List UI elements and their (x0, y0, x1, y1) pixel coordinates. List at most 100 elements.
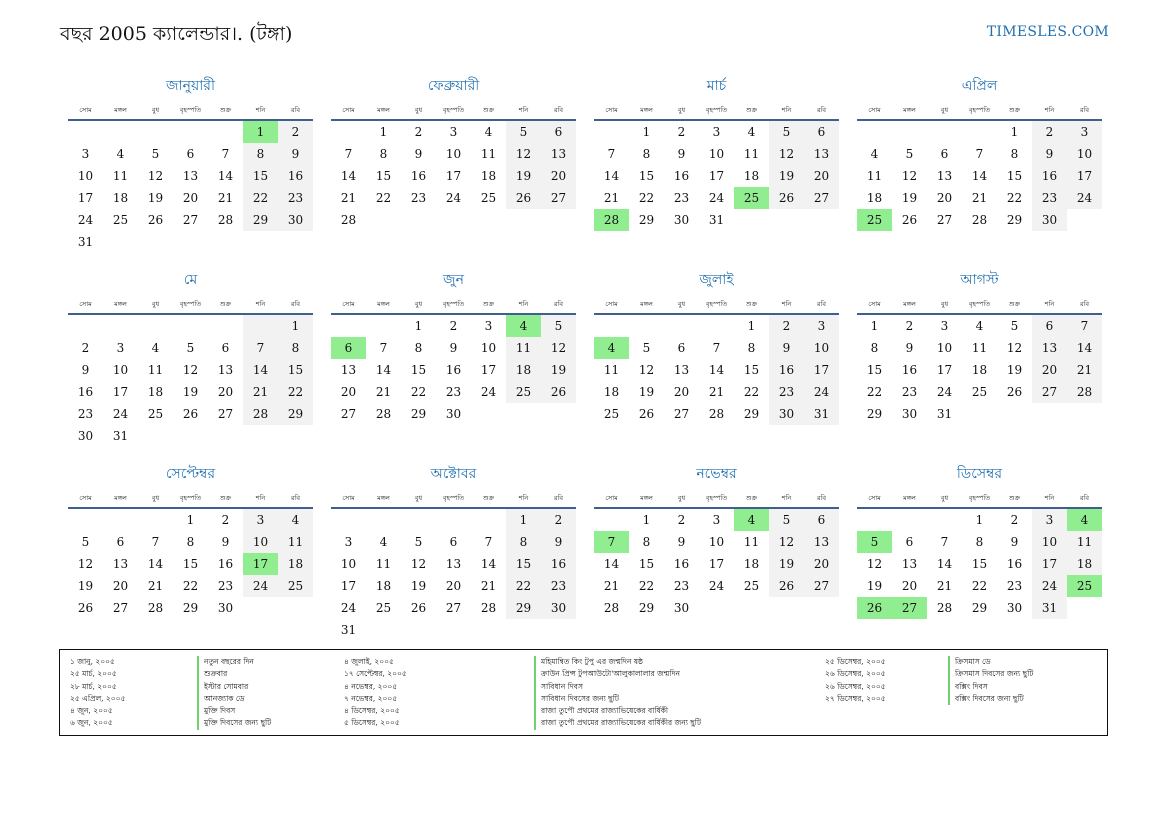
day-cell: 27 (673, 407, 690, 421)
day-cell: 28 (480, 601, 497, 615)
empty-cell (68, 509, 103, 531)
day-cell: 6 (1032, 315, 1067, 337)
empty-cell (138, 121, 173, 143)
day-cell: 12 (1006, 341, 1023, 355)
weekday-label: বৃহস্পতি (179, 300, 202, 308)
day-cell: 24 (1067, 187, 1102, 209)
day-cell: 23 (77, 407, 94, 421)
day-cell: 16 (541, 553, 576, 575)
holiday-name: সাবিধান দিবস (534, 680, 701, 693)
empty-cell (471, 509, 506, 531)
day-cell: 25 (278, 575, 313, 597)
day-cell: 25 (375, 601, 392, 615)
day-cell: 16 (769, 359, 804, 381)
holiday-date: ৪ নভেম্বর, ২০০৫ (344, 681, 398, 691)
weekday-label: শনি (1044, 300, 1055, 308)
days-grid: 1 2 3 4 5 6 7 8 9 10 11 12 13 14 15 16 17 18 19 20 21 22 23 24 2… (331, 121, 576, 231)
day-cell: 23 (901, 385, 918, 399)
weekday-header: সোম মঙ্গল বুধ বৃহস্পতি শুক্র শনি রবি (594, 492, 839, 504)
weekday-label: মঙ্গল (377, 106, 390, 114)
weekday-label: শনি (518, 106, 529, 114)
day-cell: 9 (1010, 535, 1019, 549)
day-cell: 20 (217, 385, 234, 399)
day-cell: 14 (340, 169, 357, 183)
weekday-label: মঙ্গল (903, 300, 916, 308)
site-link[interactable]: TIMESLES.COM (986, 24, 1109, 40)
day-cell: 7 (607, 147, 616, 161)
day-cell: 1 (1010, 125, 1019, 139)
day-cell: 24 (340, 601, 357, 615)
day-cell: 15 (743, 363, 760, 377)
day-cell: 24 (708, 191, 725, 205)
holiday-day-cell: 25 (857, 209, 892, 231)
day-cell: 28 (340, 213, 357, 227)
day-cell: 30 (217, 601, 234, 615)
weekday-label: রবি (1079, 300, 1090, 308)
holiday-date: ২৫ মার্চ, ২০০৫ (70, 669, 117, 679)
holiday-legend: ১ জানু, ২০০৫ ২৫ মার্চ, ২০০৫ ২৮ মার্চ, ২০০৫… (59, 649, 1108, 736)
weekday-label: রবি (290, 494, 301, 502)
day-cell: 20 (804, 165, 839, 187)
weekday-label: বৃহস্পতি (705, 494, 728, 502)
day-cell: 5 (1010, 319, 1019, 333)
day-cell: 19 (147, 191, 164, 205)
day-cell: 26 (901, 213, 918, 227)
weekday-label: বৃহস্পতি (705, 300, 728, 308)
day-cell: 20 (804, 553, 839, 575)
day-cell: 11 (147, 363, 164, 377)
day-cell: 18 (375, 579, 392, 593)
holiday-date: ১ জানু, ২০০৫ (70, 657, 115, 666)
day-cell: 15 (971, 557, 988, 571)
day-cell: 19 (77, 579, 94, 593)
day-cell: 31 (112, 429, 129, 443)
day-cell: 11 (480, 147, 497, 161)
day-cell: 27 (804, 575, 839, 597)
day-cell: 9 (414, 147, 423, 161)
day-cell: 26 (506, 187, 541, 209)
legend-names-mid: মহিমান্বিত কিং টুপু এর জন্মদিন ষষ্ঠ ক্রাউ… (534, 656, 701, 730)
day-cell: 1 (642, 513, 651, 527)
day-cell: 15 (278, 359, 313, 381)
day-cell: 23 (410, 191, 427, 205)
day-cell: 21 (1067, 359, 1102, 381)
day-cell: 10 (445, 147, 462, 161)
weekday-label: মঙ্গল (377, 300, 390, 308)
day-cell: 14 (936, 557, 953, 571)
holiday-name: ইস্টার সোমবার (197, 680, 271, 693)
day-cell: 30 (901, 407, 918, 421)
weekday-label: বুধ (414, 300, 423, 308)
empty-cell (857, 121, 892, 143)
day-cell: 8 (278, 337, 313, 359)
day-cell: 20 (541, 165, 576, 187)
day-cell: 22 (410, 385, 427, 399)
day-cell: 21 (243, 381, 278, 403)
weekday-label: শুক্র (1008, 494, 1021, 502)
holiday-name: বক্সিং দিবস (948, 680, 1033, 693)
weekday-label: শনি (1044, 106, 1055, 114)
month-name: জুন (443, 272, 464, 288)
holiday-name: বক্সিং দিবসের জন্য ছুটি (948, 692, 1033, 706)
day-cell: 21 (375, 385, 392, 399)
day-cell: 13 (541, 143, 576, 165)
empty-cell (366, 315, 401, 337)
day-cell: 21 (480, 579, 497, 593)
day-cell: 18 (971, 363, 988, 377)
day-cell: 2 (1032, 121, 1067, 143)
holiday-name: ক্রিসমাস দিবসের জন্য ছুটি (948, 668, 1033, 681)
weekday-label: সোম (868, 300, 881, 308)
day-cell: 5 (642, 341, 651, 355)
day-cell: 7 (379, 341, 388, 355)
day-cell: 11 (278, 531, 313, 553)
day-cell: 9 (278, 143, 313, 165)
day-cell: 16 (673, 169, 690, 183)
day-cell: 12 (182, 363, 199, 377)
holiday-name: শুক্রবার (197, 668, 271, 681)
day-cell: 28 (708, 407, 725, 421)
empty-cell (103, 509, 138, 531)
day-cell: 11 (603, 363, 620, 377)
day-cell: 28 (217, 213, 234, 227)
day-cell: 20 (112, 579, 129, 593)
weekday-label: মঙ্গল (640, 300, 653, 308)
day-cell: 17 (480, 363, 497, 377)
weekday-label: বৃহস্পতি (179, 494, 202, 502)
